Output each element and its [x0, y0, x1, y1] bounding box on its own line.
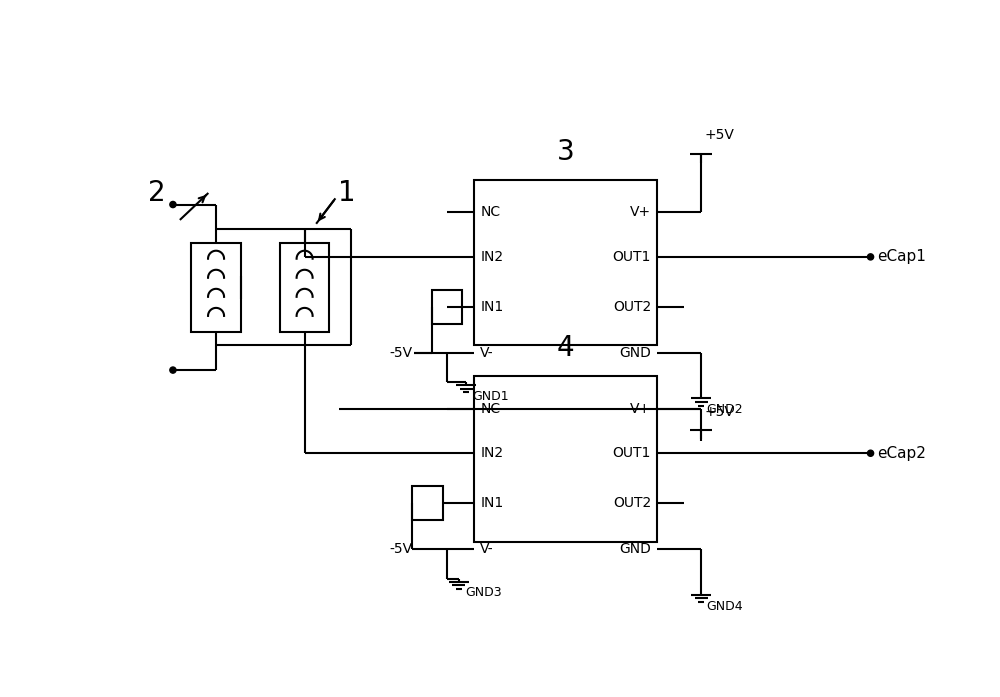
Text: -5V: -5V [389, 542, 412, 556]
Text: V-: V- [480, 346, 494, 360]
Text: NC: NC [480, 401, 500, 415]
Text: +5V: +5V [704, 128, 734, 142]
Bar [474, 180, 657, 346]
Text: OUT2: OUT2 [613, 496, 651, 510]
Text: 2: 2 [148, 179, 166, 207]
Text: OUT1: OUT1 [613, 446, 651, 460]
Circle shape [867, 450, 874, 457]
Text: V+: V+ [630, 205, 651, 220]
Text: 4: 4 [557, 335, 574, 362]
Text: GND4: GND4 [706, 599, 742, 613]
Bar [474, 376, 657, 542]
Text: GND: GND [619, 542, 651, 556]
Text: GND1: GND1 [472, 390, 509, 403]
Text: IN1: IN1 [480, 300, 503, 314]
Text: IN2: IN2 [480, 250, 503, 264]
Bar [432, 290, 462, 324]
Text: -5V: -5V [389, 346, 412, 360]
Circle shape [170, 201, 176, 208]
Text: V-: V- [480, 542, 494, 556]
Circle shape [170, 367, 176, 373]
Text: IN1: IN1 [480, 496, 503, 510]
Text: V+: V+ [630, 401, 651, 415]
Text: 3: 3 [557, 138, 575, 166]
Bar [191, 243, 241, 332]
Text: +5V: +5V [704, 406, 734, 420]
Bar [412, 487, 443, 520]
Text: eCap2: eCap2 [877, 446, 926, 461]
Text: 1: 1 [338, 179, 356, 207]
Bar [280, 243, 329, 332]
Circle shape [867, 254, 874, 260]
Text: IN2: IN2 [480, 446, 503, 460]
Text: OUT2: OUT2 [613, 300, 651, 314]
Text: GND3: GND3 [465, 586, 501, 599]
Text: GND2: GND2 [706, 403, 742, 416]
Text: NC: NC [480, 205, 500, 220]
Text: OUT1: OUT1 [613, 250, 651, 264]
Text: GND: GND [619, 346, 651, 360]
Text: eCap1: eCap1 [877, 250, 926, 264]
